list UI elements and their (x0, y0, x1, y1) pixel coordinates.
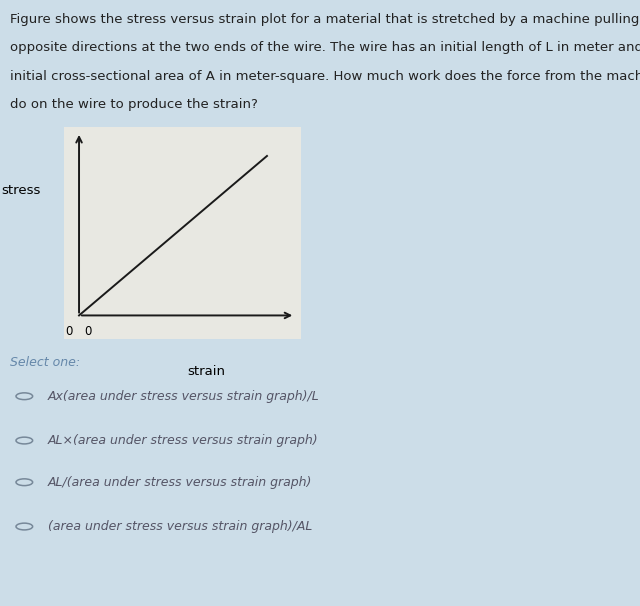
Text: (area under stress versus strain graph)/AL: (area under stress versus strain graph)/… (48, 520, 312, 533)
Text: Ax(area under stress versus strain graph)/L: Ax(area under stress versus strain graph… (48, 390, 320, 403)
Text: 0: 0 (84, 325, 91, 338)
Text: 0: 0 (65, 325, 72, 338)
Text: initial cross-sectional area of A in meter-square. How much work does the force : initial cross-sectional area of A in met… (10, 70, 640, 83)
Text: Select one:: Select one: (10, 356, 80, 369)
Text: opposite directions at the two ends of the wire. The wire has an initial length : opposite directions at the two ends of t… (10, 41, 640, 55)
Text: Figure shows the stress versus strain plot for a material that is stretched by a: Figure shows the stress versus strain pl… (10, 13, 640, 26)
Text: AL/(area under stress versus strain graph): AL/(area under stress versus strain grap… (48, 476, 312, 488)
Text: strain: strain (187, 365, 225, 378)
Text: AL×(area under stress versus strain graph): AL×(area under stress versus strain grap… (48, 434, 319, 447)
Text: stress: stress (1, 184, 40, 198)
Text: do on the wire to produce the strain?: do on the wire to produce the strain? (10, 98, 257, 111)
